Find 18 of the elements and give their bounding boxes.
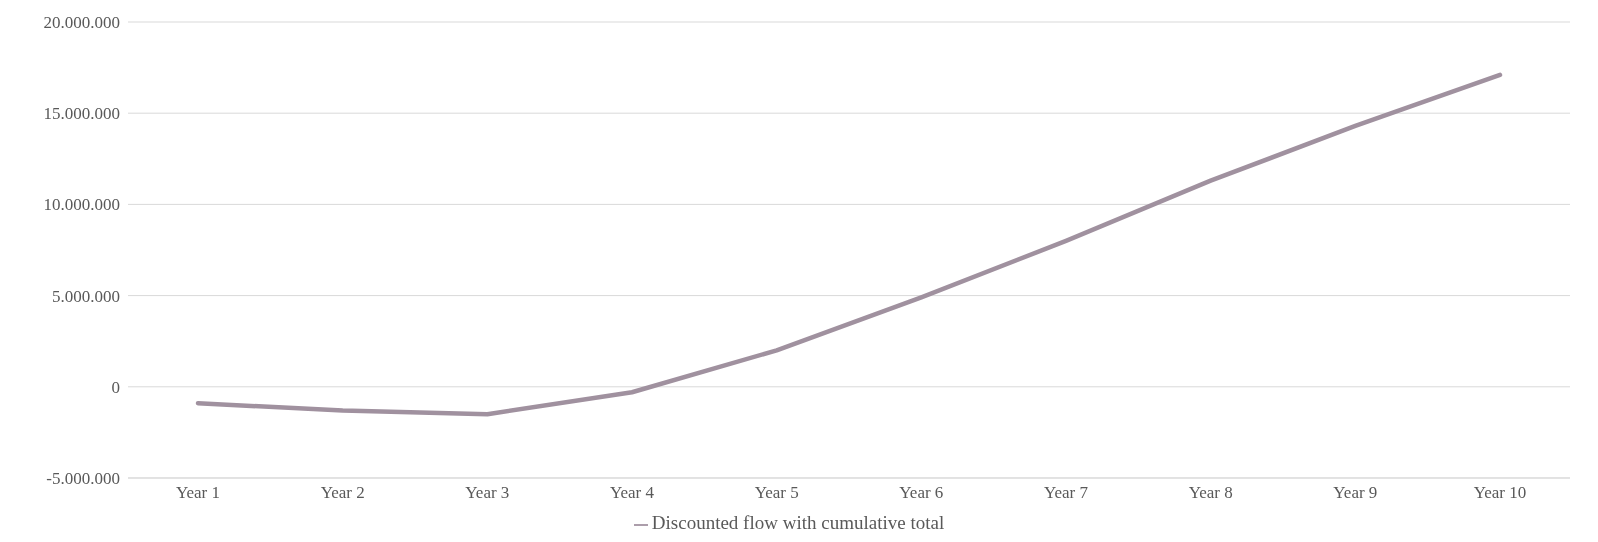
legend-label: Discounted flow with cumulative total — [651, 512, 945, 533]
y-tick-label: -5.000.000 — [46, 469, 120, 489]
x-tick-label: Year 3 — [465, 483, 510, 503]
y-tick-label: 0 — [111, 377, 120, 397]
x-tick-label: Year 1 — [175, 483, 221, 503]
x-tick-label: Year 4 — [609, 483, 655, 503]
x-tick-label: Year 7 — [1043, 483, 1089, 503]
x-tick-label: Year 9 — [1333, 483, 1378, 503]
y-tick-label: 20.000.000 — [43, 13, 120, 33]
x-tick-label: Year 2 — [320, 483, 365, 503]
x-tick-label: Year 5 — [754, 483, 799, 503]
y-tick-label: 15.000.000 — [43, 104, 120, 124]
y-tick-label: 10.000.000 — [43, 195, 120, 215]
x-tick-label: Year 6 — [899, 483, 944, 503]
line-series — [195, 72, 1503, 417]
y-tick-label: 5.000.000 — [52, 286, 120, 306]
x-tick-label: Year 8 — [1188, 483, 1233, 503]
x-tick-label: Year 10 — [1473, 483, 1527, 503]
